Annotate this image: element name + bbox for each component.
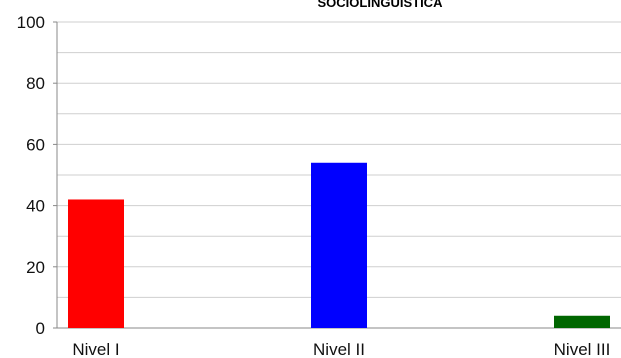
x-tick-label: Nivel II	[313, 340, 365, 358]
chart-title: SOCIOLINGUÍSTICA	[317, 0, 443, 10]
y-tick-label: 100	[17, 13, 45, 32]
y-tick-label: 80	[26, 74, 45, 93]
y-axis: 0 20 40 60 80 100	[17, 13, 57, 338]
y-tick-label: 0	[36, 319, 45, 338]
bar-nivel-i	[68, 199, 124, 328]
x-tick-label: Nivel I	[72, 340, 119, 358]
x-tick-label: Nivel III	[554, 340, 611, 358]
x-axis: Nivel I Nivel II Nivel III	[72, 340, 610, 358]
y-tick-label: 20	[26, 258, 45, 277]
bar-nivel-ii	[311, 162, 367, 328]
y-tick-label: 40	[26, 197, 45, 216]
bar-nivel-iii	[554, 315, 610, 328]
gridlines	[57, 21, 621, 298]
bars	[68, 162, 610, 328]
y-tick-label: 60	[26, 135, 45, 154]
